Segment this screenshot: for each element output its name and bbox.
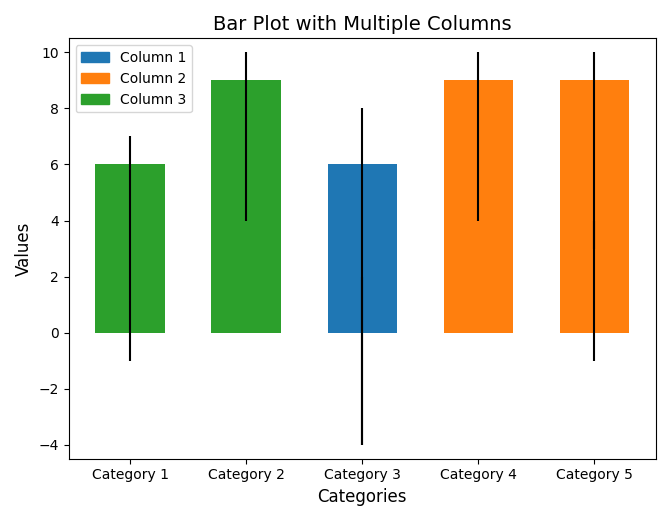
Bar [327, 165, 397, 332]
Title: Bar Plot with Multiple Columns: Bar Plot with Multiple Columns [213, 15, 512, 34]
Y-axis label: Values: Values [15, 221, 33, 276]
Legend: Column 1, Column 2, Column 3: Column 1, Column 2, Column 3 [76, 45, 192, 113]
X-axis label: Categories: Categories [317, 488, 407, 506]
Bar [327, 305, 397, 332]
Bar [560, 249, 629, 332]
Bar [95, 165, 165, 332]
Bar [211, 80, 281, 332]
Bar [560, 80, 629, 332]
Bar [444, 80, 513, 332]
